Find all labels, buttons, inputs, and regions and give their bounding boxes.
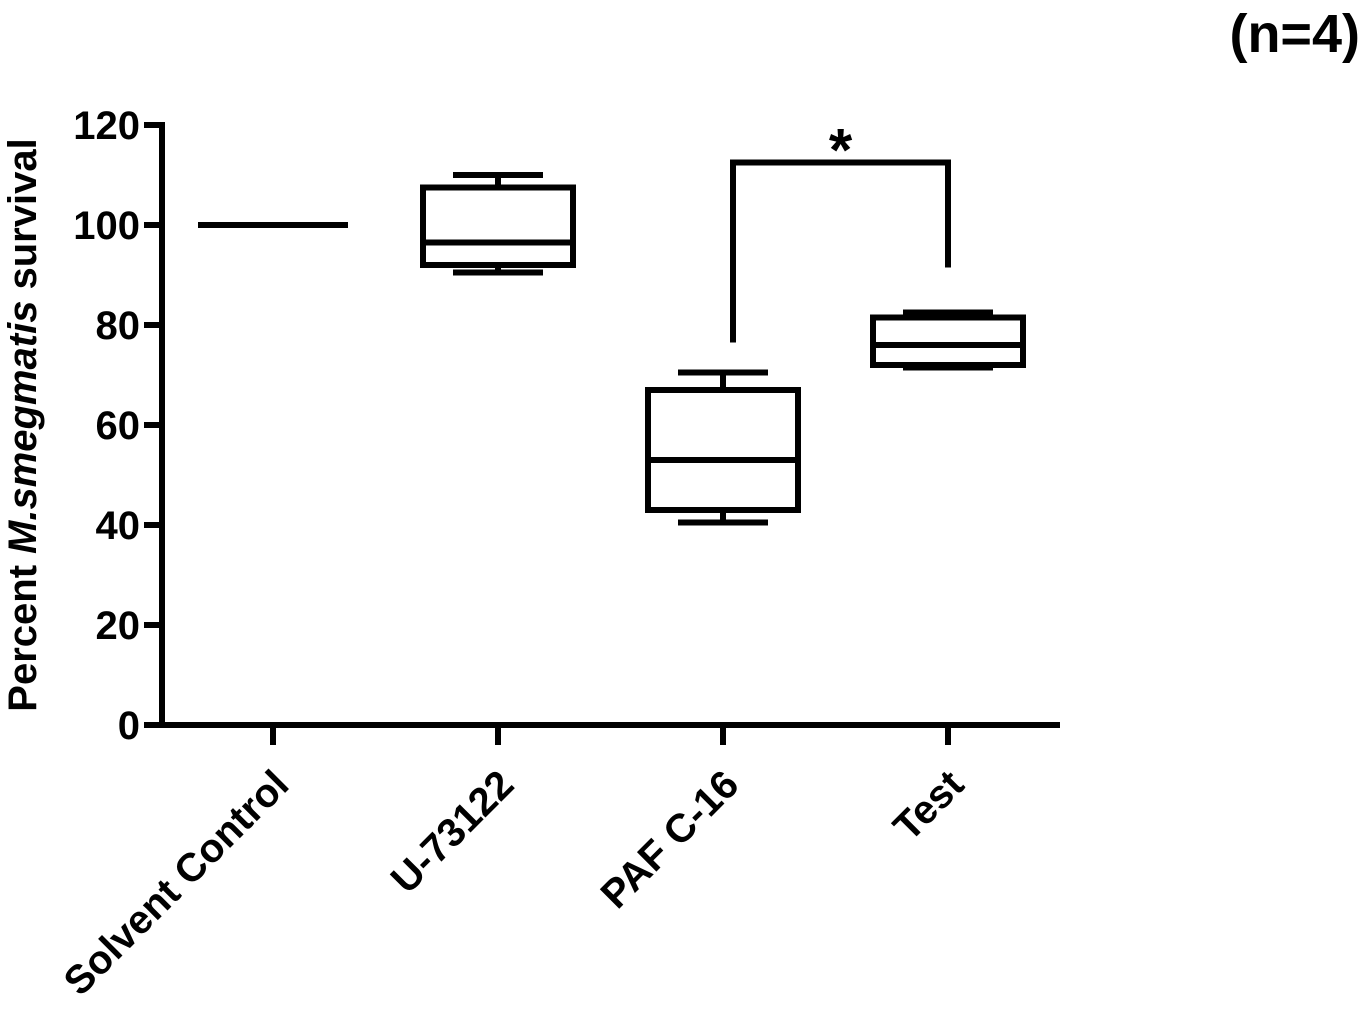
y-tick-label: 60 — [96, 404, 141, 448]
x-tick-label: Solvent Control — [56, 762, 298, 1004]
significance-bracket — [730, 159, 951, 343]
y-tick-label: 40 — [96, 504, 141, 548]
y-tick-label: 80 — [96, 304, 141, 348]
significance-label: * — [829, 117, 853, 184]
box — [870, 314, 1026, 368]
y-label-species: M.smegmatis — [1, 301, 45, 554]
y-tick-label: 20 — [96, 604, 141, 648]
y-tick-label: 120 — [73, 104, 140, 148]
x-tick-label: PAF C-16 — [593, 762, 748, 917]
x-tick-label: Test — [885, 762, 972, 849]
x-tick-label: U-73122 — [383, 762, 523, 902]
y-label-prefix: Percent — [1, 565, 45, 712]
y-label-suffix: survival — [1, 138, 45, 289]
y-axis-label: Percent M.smegmatis survival — [1, 138, 45, 711]
sample-size: (n=4) — [1229, 4, 1360, 64]
y-tick-label: 0 — [118, 704, 140, 748]
box — [420, 184, 576, 268]
box — [645, 387, 801, 513]
y-tick-label: 100 — [73, 204, 140, 248]
